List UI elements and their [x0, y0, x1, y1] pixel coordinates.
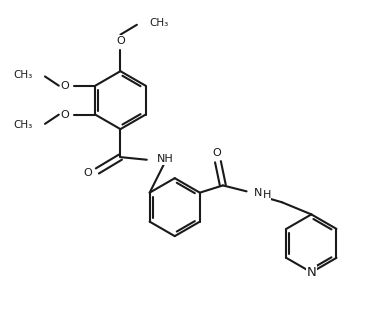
Text: O: O — [60, 81, 69, 91]
Text: O: O — [60, 110, 69, 120]
Text: O: O — [84, 168, 93, 178]
Text: CH₃: CH₃ — [149, 19, 169, 29]
Text: N: N — [254, 188, 262, 198]
Text: O: O — [116, 36, 125, 45]
Text: N: N — [307, 266, 316, 279]
Text: CH₃: CH₃ — [13, 70, 32, 80]
Text: NH: NH — [157, 154, 173, 164]
Text: H: H — [263, 190, 271, 200]
Text: O: O — [212, 147, 221, 157]
Text: CH₃: CH₃ — [13, 120, 32, 130]
